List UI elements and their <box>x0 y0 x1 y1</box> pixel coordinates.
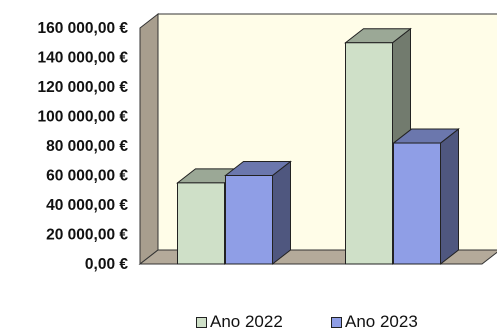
y-tick-label: 20 000,00 € <box>46 227 128 244</box>
bar-2-1 <box>224 160 292 266</box>
y-tick-label: 140 000,00 € <box>37 50 128 67</box>
legend-swatch-ano-2022 <box>196 316 207 328</box>
legend-label-ano-2023: Ano 2023 <box>345 312 418 331</box>
y-tick-label: 80 000,00 € <box>46 138 128 155</box>
bar-front <box>225 175 273 265</box>
bar-side <box>272 160 291 266</box>
legend-item-ano-2022: Ano 2022 <box>196 312 283 332</box>
y-tick-label: 100 000,00 € <box>37 109 128 126</box>
y-tick-label: 40 000,00 € <box>46 197 128 214</box>
legend: Ano 2022 Ano 2023 <box>0 312 497 334</box>
y-tick-label: 120 000,00 € <box>37 79 128 96</box>
legend-label-ano-2022: Ano 2022 <box>210 312 283 331</box>
legend-swatch-ano-2023 <box>331 316 342 328</box>
side-wall <box>139 12 159 266</box>
bar-front <box>177 182 225 265</box>
bar-front <box>393 142 441 265</box>
bars <box>176 27 460 266</box>
chart: 0,00 € 20 000,00 € 40 000,00 € 60 000,00 € 8… <box>37 12 497 273</box>
y-tick-label: 160 000,00 € <box>37 20 128 37</box>
bar-side <box>440 128 459 266</box>
y-tick-label: 60 000,00 € <box>46 168 128 185</box>
y-tick-label: 0,00 € <box>85 256 128 273</box>
bar-front <box>345 42 393 265</box>
y-axis-ticks: 0,00 € 20 000,00 € 40 000,00 € 60 000,00 € 8… <box>37 20 128 273</box>
legend-item-ano-2023: Ano 2023 <box>331 312 418 332</box>
bar-2-2 <box>392 128 460 266</box>
